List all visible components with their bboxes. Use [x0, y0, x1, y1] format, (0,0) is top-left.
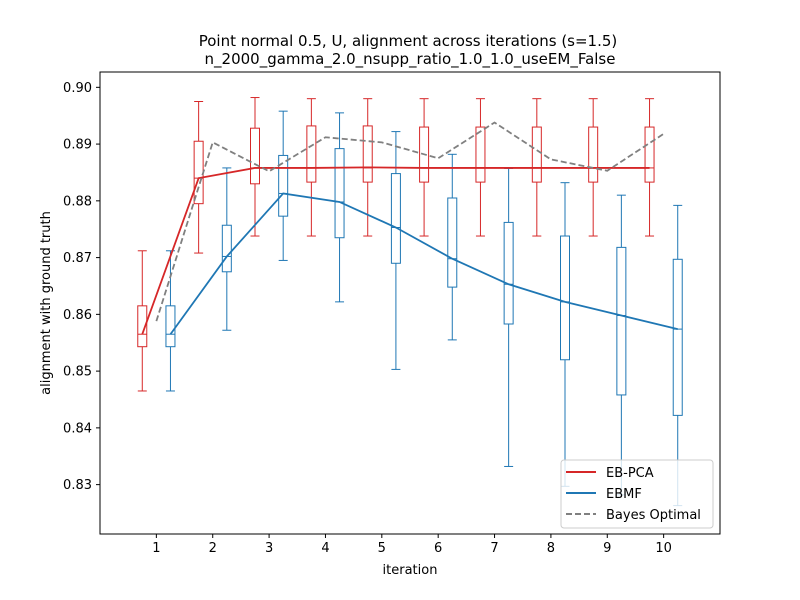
eb-pca-line [141, 166, 650, 335]
box-iqr [165, 305, 176, 348]
axes-frame [99, 71, 721, 535]
box-iqr [447, 197, 458, 288]
ebmf-box-6 [447, 153, 458, 341]
box-iqr [390, 173, 401, 264]
y-axis: 0.83 0.84 0.85 0.86 0.87 0.88 0.89 0.90 [63, 81, 100, 493]
eb-pca-box-3 [250, 97, 260, 237]
eb-pca-box-8 [531, 98, 542, 237]
box-iqr [503, 221, 514, 325]
box-iqr [362, 125, 373, 183]
x-tick-label: 1 [152, 541, 160, 556]
legend-label-eb-pca: EB-PCA [606, 466, 654, 481]
chart-title-line-2: n_2000_gamma_2.0_nsupp_ratio_1.0_1.0_use… [205, 50, 616, 69]
ebmf-box-1 [165, 250, 176, 392]
box-iqr [560, 235, 570, 361]
eb-pca-box-7 [475, 98, 486, 237]
y-tick-label: 0.84 [63, 421, 92, 436]
box-iqr [644, 126, 655, 183]
box-iqr [221, 224, 232, 273]
ebmf-box-2 [221, 167, 232, 331]
y-tick-label: 0.87 [63, 251, 92, 266]
legend-frame [560, 459, 714, 529]
ebmf-box-4 [334, 112, 345, 303]
x-tick-label: 10 [655, 541, 672, 556]
box-iqr [334, 148, 345, 239]
ebmf-box-5 [390, 131, 401, 370]
box-iqr [616, 246, 627, 396]
x-tick-label: 5 [378, 541, 386, 556]
x-tick-label: 9 [603, 541, 611, 556]
box-iqr [306, 125, 317, 183]
y-axis-label: alignment with ground truth [39, 211, 54, 395]
box-iqr [193, 140, 204, 205]
x-tick-label: 4 [321, 541, 329, 556]
ebmf-box-3 [278, 110, 289, 261]
ebmf-line [169, 192, 678, 335]
y-tick-label: 0.88 [63, 194, 92, 209]
box-iqr [278, 154, 289, 217]
bayes-optimal-line [155, 121, 665, 322]
box-iqr [250, 127, 260, 185]
box-iqr [588, 126, 599, 183]
eb-pca-box-1 [137, 250, 148, 392]
legend: EB-PCA EBMF Bayes Optimal [560, 459, 714, 529]
box-iqr [475, 126, 486, 183]
box-iqr [137, 305, 148, 348]
y-tick-label: 0.90 [63, 81, 92, 96]
box-iqr [672, 258, 683, 416]
y-tick-label: 0.83 [63, 478, 92, 493]
box-iqr [531, 126, 542, 183]
legend-label-ebmf: EBMF [606, 487, 642, 502]
x-tick-label: 8 [547, 541, 555, 556]
y-tick-label: 0.86 [63, 308, 92, 323]
x-tick-label: 2 [209, 541, 217, 556]
box-iqr [419, 126, 430, 183]
plot-area [137, 97, 683, 507]
chart-title-line-1: Point normal 0.5, U, alignment across it… [199, 32, 618, 50]
y-tick-label: 0.89 [63, 138, 92, 153]
ebmf-box-8 [560, 182, 570, 487]
legend-label-bayes-optimal: Bayes Optimal [606, 508, 701, 523]
ebmf-box-7 [503, 167, 514, 467]
x-tick-label: 6 [434, 541, 442, 556]
x-tick-label: 7 [490, 541, 498, 556]
y-tick-label: 0.85 [63, 365, 92, 380]
ebmf-box-9 [616, 194, 627, 496]
x-axis-label: iteration [383, 563, 438, 578]
x-axis: 1 2 3 4 5 6 7 8 9 10 [152, 534, 672, 556]
eb-pca-box-9 [588, 98, 599, 237]
x-tick-label: 3 [265, 541, 273, 556]
